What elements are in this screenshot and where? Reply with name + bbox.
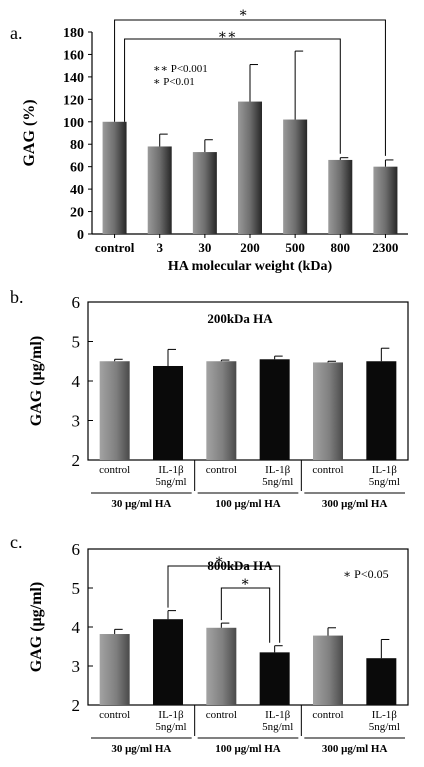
- bar: [153, 365, 183, 460]
- y-tick-label: 6: [72, 293, 81, 312]
- bar: [313, 635, 343, 705]
- y-tick-label: 5: [72, 333, 81, 352]
- group-label: 100 μg/ml HA: [215, 743, 281, 755]
- bar: [328, 159, 353, 234]
- bar: [147, 146, 172, 234]
- bar: [206, 361, 237, 460]
- y-tick-label: 180: [63, 26, 84, 41]
- x-tick-label: 5ng/ml: [262, 476, 293, 488]
- p-value-note: ∗ P<0.01: [153, 76, 195, 88]
- x-tick-label: IL-1β: [265, 709, 291, 721]
- y-tick-label: 140: [63, 71, 84, 86]
- panel-a: a. 0 20 40 60 80 100 120 140 160 180 control 3 30 200 5…: [10, 6, 408, 274]
- bar: [99, 361, 130, 460]
- bar: [259, 359, 290, 460]
- x-tick-label: 30: [198, 240, 211, 255]
- x-tick-label: control: [312, 464, 343, 476]
- y-tick-label: 40: [70, 183, 84, 198]
- y-axis-label: GAG (%): [21, 99, 38, 166]
- x-tick-label: control: [206, 464, 237, 476]
- group-label: 30 μg/ml HA: [111, 743, 171, 755]
- panel-a-label: a.: [10, 23, 23, 43]
- y-tick-label: 80: [70, 138, 84, 153]
- bar: [313, 362, 343, 460]
- y-tick-label: 120: [63, 93, 84, 108]
- x-tick-label: control: [99, 464, 130, 476]
- x-tick-label: 2300: [372, 240, 398, 255]
- x-tick-label: control: [206, 709, 237, 721]
- x-tick-label: control: [95, 240, 135, 255]
- y-tick-label: 3: [72, 657, 81, 676]
- bar: [99, 634, 130, 705]
- x-axis-label: HA molecular weight (kDa): [168, 259, 333, 274]
- y-tick-label: 4: [72, 372, 81, 391]
- group-label: 30 μg/ml HA: [111, 498, 171, 510]
- significance-bracket: [167, 565, 281, 643]
- group-label: 100 μg/ml HA: [215, 498, 281, 510]
- x-tick-label: 5ng/ml: [369, 476, 400, 488]
- significance-mark: ∗: [240, 575, 250, 590]
- y-tick-label: 2: [72, 696, 81, 715]
- bar: [192, 152, 217, 234]
- x-tick-label: IL-1β: [158, 709, 184, 721]
- bar: [102, 121, 127, 234]
- bar: [238, 101, 262, 234]
- significance-mark: ∗: [214, 553, 224, 568]
- x-tick-label: 5ng/ml: [262, 721, 293, 733]
- bar: [206, 627, 237, 705]
- y-tick-label: 6: [72, 540, 81, 559]
- p-value-note: ∗∗ P<0.001: [153, 63, 208, 75]
- x-tick-label: IL-1β: [265, 464, 291, 476]
- p-value-note: ∗ P<0.05: [343, 567, 389, 581]
- x-tick-label: 800: [331, 240, 351, 255]
- y-tick-label: 5: [72, 579, 81, 598]
- y-axis-label: GAG (μg/ml): [28, 582, 45, 672]
- y-tick-label: 20: [70, 206, 84, 221]
- y-tick-label: 100: [63, 116, 84, 131]
- y-tick-label: 160: [63, 48, 84, 63]
- x-tick-label: IL-1β: [158, 464, 184, 476]
- bar: [259, 652, 290, 705]
- panel-label: b.: [10, 287, 24, 307]
- bar: [283, 119, 308, 234]
- x-tick-label: 3: [156, 240, 163, 255]
- significance-bracket: [220, 587, 271, 643]
- significance-mark: ∗∗: [217, 28, 236, 43]
- x-tick-label: 5ng/ml: [369, 721, 400, 733]
- bar: [366, 361, 397, 460]
- y-tick-label: 60: [70, 161, 84, 176]
- significance-bracket: [114, 19, 386, 156]
- significance-bracket: [124, 38, 341, 154]
- x-tick-label: control: [99, 709, 130, 721]
- group-label: 300 μg/ml HA: [322, 498, 388, 510]
- y-tick-label: 2: [72, 451, 81, 470]
- y-axis-label: GAG (μg/ml): [28, 336, 45, 426]
- x-tick-label: IL-1β: [372, 709, 398, 721]
- x-tick-label: 5ng/ml: [155, 476, 186, 488]
- x-tick-label: IL-1β: [372, 464, 398, 476]
- group-label: 300 μg/ml HA: [322, 743, 388, 755]
- y-tick-label: 4: [72, 618, 81, 637]
- bar: [373, 166, 398, 234]
- panel-title: 200kDa HA: [207, 311, 273, 326]
- x-tick-label: 500: [285, 240, 305, 255]
- y-tick-label: 0: [77, 228, 84, 243]
- bar: [153, 619, 183, 705]
- x-tick-label: 5ng/ml: [155, 721, 186, 733]
- bar: [366, 658, 397, 705]
- significance-mark: ∗: [238, 6, 248, 21]
- x-tick-label: control: [312, 709, 343, 721]
- panel-label: c.: [10, 532, 23, 552]
- y-tick-label: 3: [72, 412, 81, 431]
- x-tick-label: 200: [240, 240, 260, 255]
